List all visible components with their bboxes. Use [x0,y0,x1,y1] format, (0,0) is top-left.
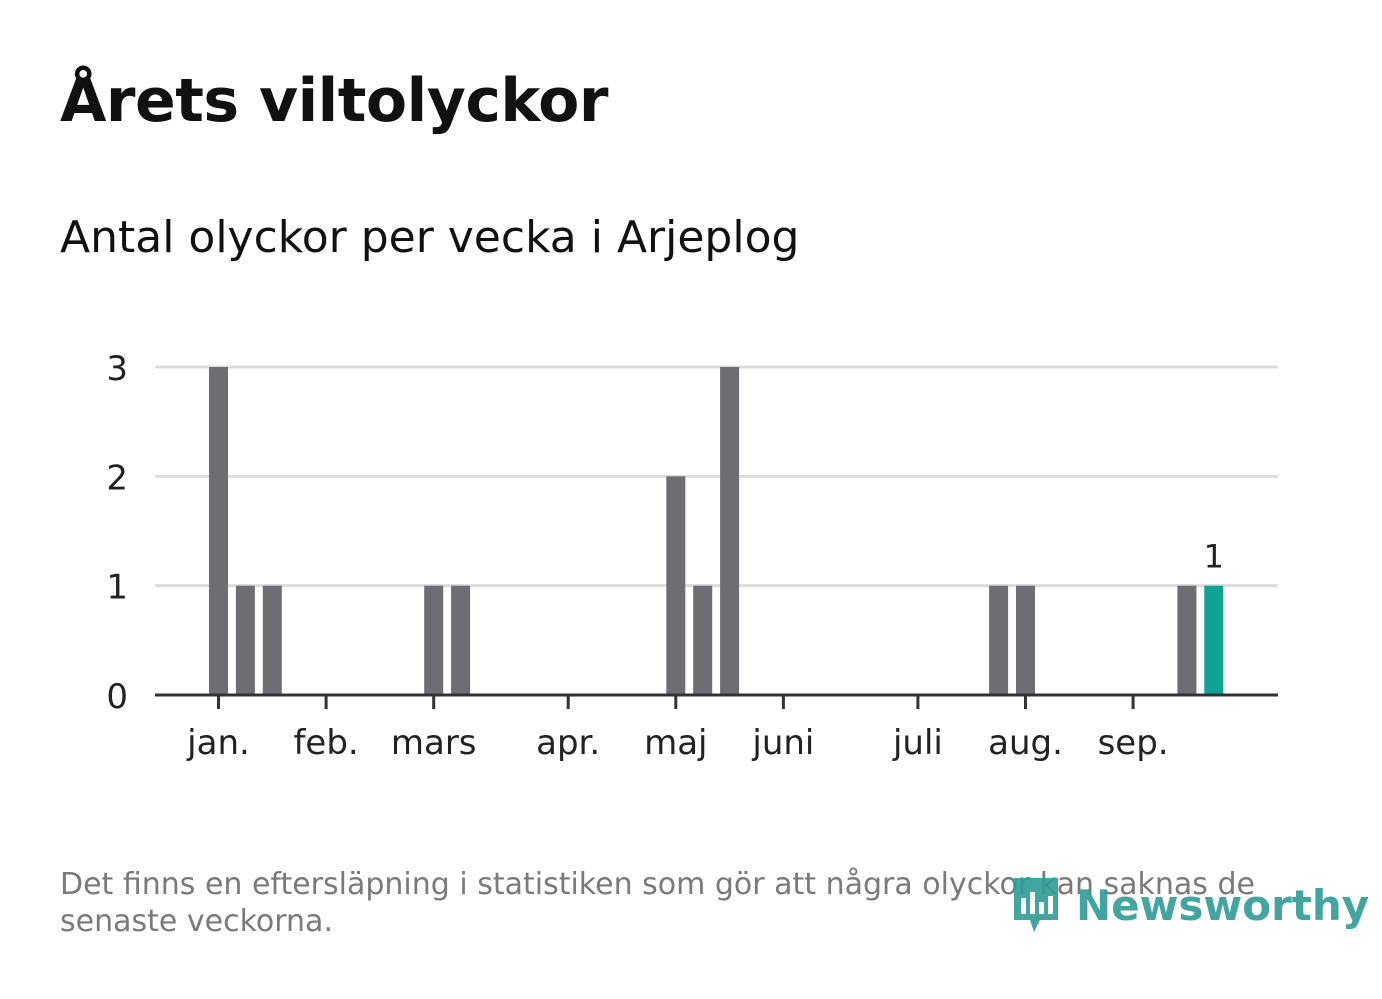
y-tick-label-1: 1 [106,568,128,608]
y-tick-label-0: 0 [106,677,128,717]
y-tick-label-2: 2 [106,458,128,498]
newsworthy-logo-icon [1014,878,1058,932]
x-tick-label-maj: maj [644,723,707,763]
bar-week-37 [1177,585,1197,695]
bar-week-18 [666,476,686,695]
chart-title: Årets viltolyckor [60,66,609,136]
bar-week-1 [209,367,228,695]
bar-week-9 [424,585,444,695]
bar-week-3 [262,585,282,695]
bar-week-38 [1204,585,1224,695]
x-tick-label-apr.: apr. [536,723,600,763]
brand-logo: Newsworthy [1010,874,1369,936]
x-tick-label-feb.: feb. [293,723,358,763]
x-tick-label-sep.: sep. [1098,723,1169,763]
chart-subtitle: Antal olyckor per vecka i Arjeplog [60,212,800,263]
bar-week-31 [1016,585,1035,695]
highlight-value-label: 1 [1204,538,1224,576]
bar-week-19 [693,585,713,695]
bar-week-10 [451,585,471,695]
x-tick-label-jan.: jan. [186,723,250,763]
bar-week-20 [720,367,740,695]
brand-name: Newsworthy [1076,880,1370,930]
y-tick-label-3: 3 [106,349,128,389]
x-tick-label-juni: juni [751,723,814,763]
x-tick-label-mars: mars [391,723,477,763]
x-tick-label-juli: juli [892,723,943,763]
bar-week-30 [989,585,1009,695]
x-tick-label-aug.: aug. [988,723,1063,763]
bar-week-2 [235,585,255,695]
